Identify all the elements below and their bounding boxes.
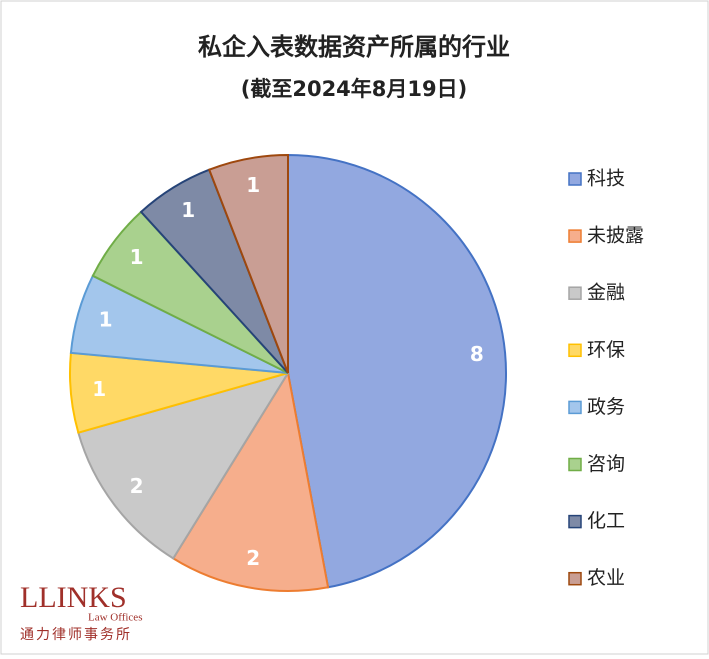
legend-label: 未披露 [587, 225, 644, 247]
data-label: 2 [130, 474, 144, 498]
pie-slice [287, 153, 507, 589]
legend-swatch [568, 571, 582, 586]
legend-swatch [568, 457, 582, 472]
chart-title: 私企入表数据资产所属的行业 [198, 33, 510, 61]
legend-label: 政务 [587, 396, 625, 418]
logo-subtitle: Law Offices [88, 612, 142, 624]
legend-swatch [568, 172, 582, 186]
data-label: 8 [470, 342, 484, 366]
data-label: 1 [130, 245, 144, 269]
data-label: 2 [246, 546, 260, 570]
data-label: 1 [92, 377, 106, 401]
pie: 8 2 2 1 1 1 1 1 [69, 153, 507, 592]
legend-label: 科技 [587, 168, 625, 190]
data-label: 1 [99, 308, 113, 332]
legend-swatch [568, 343, 582, 358]
legend-label: 金融 [587, 282, 625, 304]
pie-slice [171, 370, 330, 592]
pie-slice [207, 153, 289, 374]
legend-swatch [568, 514, 582, 529]
legend-swatch [568, 286, 582, 300]
legend-label: 农业 [587, 567, 625, 589]
logo-name: LLINKS [20, 581, 127, 614]
legend-swatch [568, 229, 582, 243]
legend-label: 环保 [587, 339, 625, 361]
legend-label: 咨询 [587, 453, 625, 475]
pie-slice [77, 371, 291, 560]
legend-label: 化工 [587, 510, 625, 532]
chart-subtitle: (截至2024年8月19日) [241, 77, 467, 101]
data-label: 1 [181, 198, 195, 222]
logo-chinese: 通力律师事务所 [20, 627, 132, 643]
data-label: 1 [246, 173, 260, 197]
legend-swatch [568, 400, 582, 415]
